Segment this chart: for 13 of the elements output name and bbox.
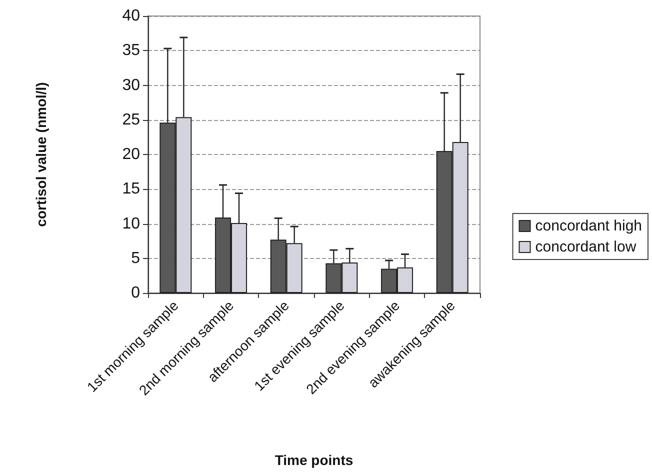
y-tick-label: 20 xyxy=(122,146,140,163)
y-tick-label: 40 xyxy=(122,8,140,24)
x-axis-title: Time points xyxy=(274,452,354,468)
y-tick-label: 0 xyxy=(131,284,140,302)
y-tick-label: 30 xyxy=(122,76,140,94)
y-tick-label: 10 xyxy=(122,215,140,232)
y-tick-label: 15 xyxy=(122,180,140,198)
legend-label: concordant high xyxy=(535,218,642,234)
y-axis-title: cortisol value (nmol/l) xyxy=(33,82,49,227)
y-tick-label: 5 xyxy=(131,250,140,267)
legend-label: concordant low xyxy=(535,238,636,256)
y-tick-label: 25 xyxy=(122,111,140,128)
y-tick-label: 35 xyxy=(122,42,140,60)
